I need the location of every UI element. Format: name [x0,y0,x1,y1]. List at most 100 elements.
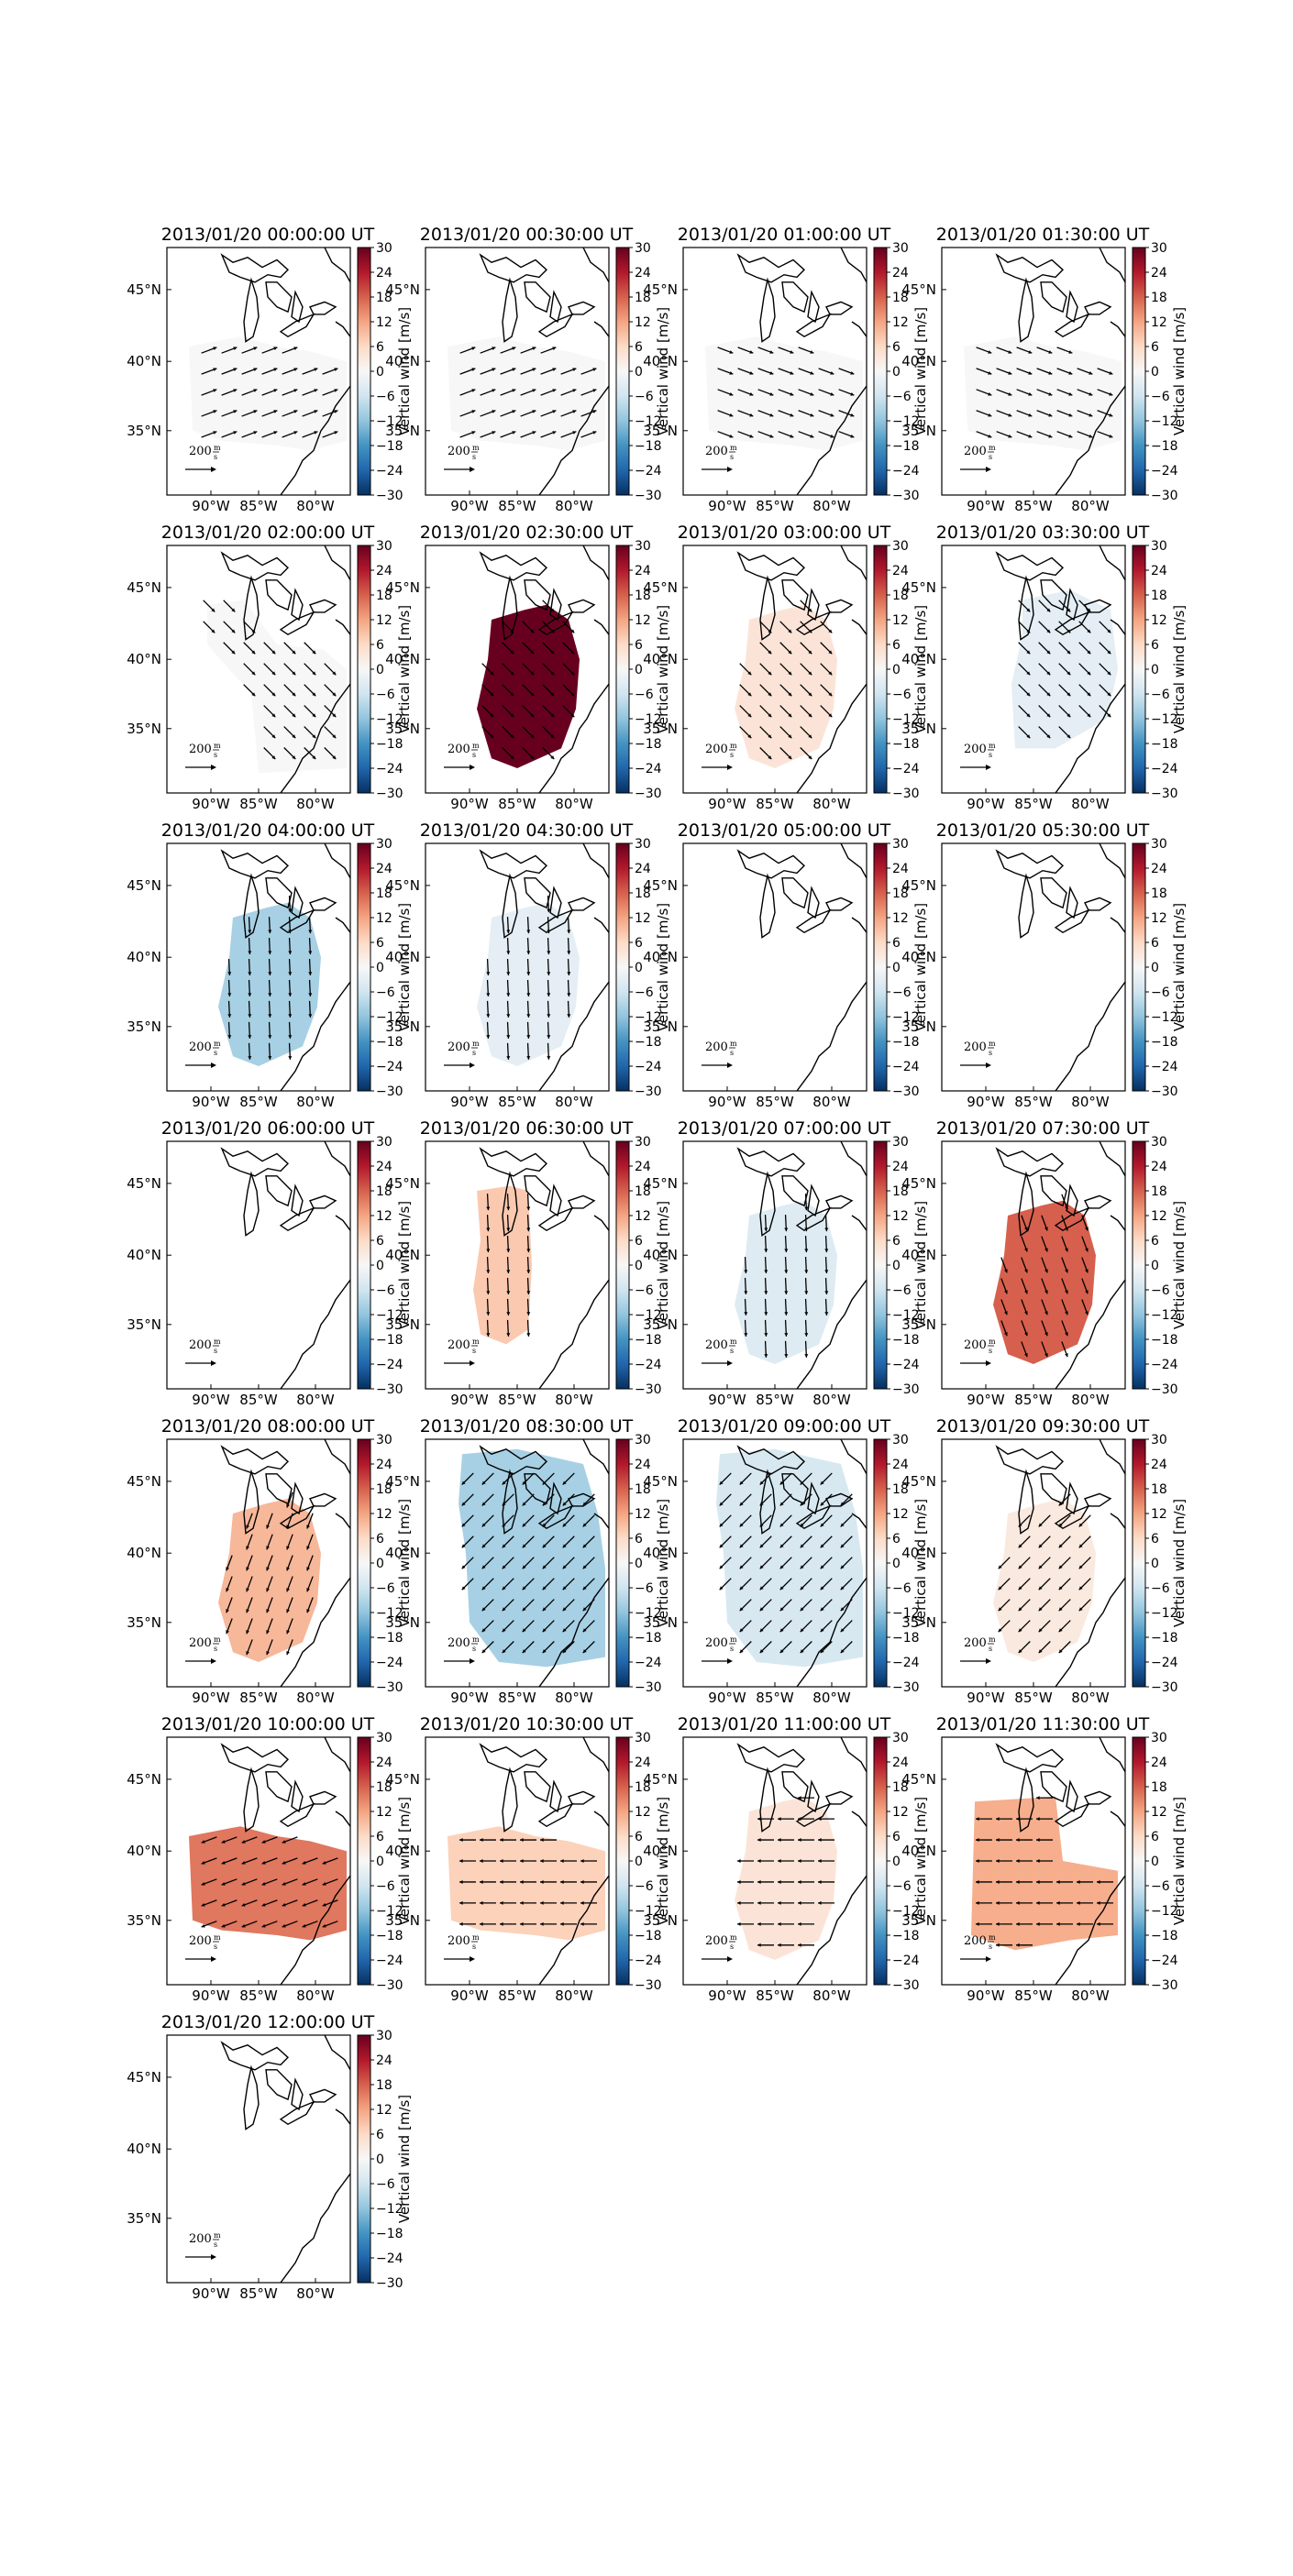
colorbar-tick-label: 30 [1151,1731,1167,1745]
colorbar-tick-label: 0 [1151,961,1159,975]
wind-arrow-head [800,1565,804,1569]
colorbar-tick-label: 18 [1151,1184,1167,1199]
colorbar-tick-label: 0 [892,961,901,975]
colorbar-tick-label: 24 [376,2053,392,2068]
wind-arrow-head [273,368,278,371]
wind-region [473,1185,532,1345]
wind-arrow-head [757,1921,761,1926]
y-tick-label: 35°N [643,423,678,439]
colorbar-tick-label: −24 [376,1954,403,1968]
wind-arrow-head [480,1921,483,1926]
panel: 2013/01/20 06:00:00 UT 200 ms 90°W 85°W 80°W 4… [127,1118,413,1408]
wind-arrow-head [492,389,496,392]
colorbar-tick-label: 18 [892,291,909,305]
lake-outline [808,1186,819,1216]
wind-arrow-head [510,713,514,718]
panel: 2013/01/20 07:30:00 UT 200 ms 90°W 85°W 80°W 4… [901,1118,1188,1408]
wind-arrow-head [810,391,814,396]
colorbar-tick-label: 0 [892,1557,901,1571]
colorbar-tick-label: 12 [376,315,392,330]
x-tick-label: 90°W [708,1094,746,1110]
colorbar-label: Vertical wind [m/s] [396,2095,413,2223]
wind-arrow-head [1066,608,1071,612]
wind-arrow-head [221,1881,226,1886]
x-tick-label: 80°W [555,1094,593,1110]
colorbar-tick-label: 18 [892,1780,909,1795]
wind-arrow-head [582,1544,587,1548]
wind-arrow-head [1068,391,1073,396]
wind-arrow-head [226,1567,229,1571]
wind-arrow-head [293,347,298,351]
wind-arrow-head [506,951,511,955]
scale-unit-bottom: s [214,1347,217,1355]
wind-arrow-head [490,692,494,697]
colorbar-tick-label: −30 [892,1084,920,1099]
colorbar-tick-label: 0 [635,663,643,677]
wind-arrow-head [1089,391,1093,396]
lake-outline [826,600,852,612]
wind-arrow-head [778,1838,781,1843]
wind-arrow-head [739,1586,744,1591]
wind-arrow-head [286,1503,290,1508]
wind-arrow-head [729,413,734,417]
colorbar-tick-label: −12 [635,1904,662,1919]
scale-unit-bottom: s [472,1347,476,1355]
wind-arrow-head [729,434,734,438]
wind-arrow-head [719,1523,724,1527]
x-tick-label: 85°W [756,1094,794,1110]
colorbar-label: Vertical wind [m/s] [655,605,671,733]
wind-arrow-head [580,1921,584,1926]
y-tick-label: 45°N [127,1473,161,1490]
wind-arrow-head [840,1544,845,1548]
lake-outline [281,1804,314,1826]
wind-arrow-head [1028,371,1033,375]
x-tick-label: 80°W [1071,1392,1110,1408]
wind-arrow-head [1058,1565,1063,1569]
wind-arrow-head [522,1565,526,1569]
wind-arrow-head [1109,434,1113,438]
colorbar-tick-label: 0 [635,1557,643,1571]
scale-value: 200 [448,1040,470,1054]
wind-arrow-head [322,1881,326,1886]
lake-outline [539,1506,572,1528]
lake-outline [782,282,808,312]
colorbar-tick-label: 6 [635,1234,643,1249]
wind-arrow-head [996,1859,1000,1863]
wind-arrow-head [522,1544,526,1548]
colorbar-tick-label: −12 [635,1010,662,1025]
lake-outline [1066,590,1078,620]
lake-outline [244,1769,259,1832]
wind-arrow-head [486,1227,491,1232]
scale-unit-top: m [730,1933,737,1942]
wind-arrow-head [976,1879,979,1884]
lake-outline [1085,897,1111,910]
wind-arrow-head [1036,1900,1040,1905]
wind-arrow-head [582,1502,587,1506]
colorbar [873,247,888,496]
colorbar-tick-label: −24 [376,762,403,776]
panel-title: 2013/01/20 08:00:00 UT [161,1416,375,1437]
wind-arrow-head [510,629,514,633]
x-tick-label: 90°W [708,1987,746,2004]
scale-unit-top: m [730,1338,737,1346]
wind-arrow-head [261,1840,266,1844]
wind-arrow-head [779,1544,784,1548]
wind-arrow-head [976,1921,979,1926]
colorbar-tick-label: 24 [1151,266,1167,281]
wind-arrow-head [570,692,575,697]
lake-outline [503,1769,517,1832]
wind-arrow-head [288,908,293,913]
wind-arrow-head [810,371,814,375]
wind-arrow-head [268,951,272,955]
colorbar-tick-label: −30 [892,787,920,801]
wind-arrow-head [506,1206,511,1211]
wind-arrow-head [1028,391,1033,396]
wind-arrow-head [266,1546,270,1550]
x-tick-label: 85°W [239,1094,278,1110]
wind-arrow-head [572,389,577,392]
wind-arrow-head [1008,434,1012,438]
colorbar-tick-label: −24 [1151,1358,1178,1372]
wind-arrow-head [471,431,476,435]
wind-arrow-head [562,1607,567,1612]
scale-value: 200 [705,445,728,458]
